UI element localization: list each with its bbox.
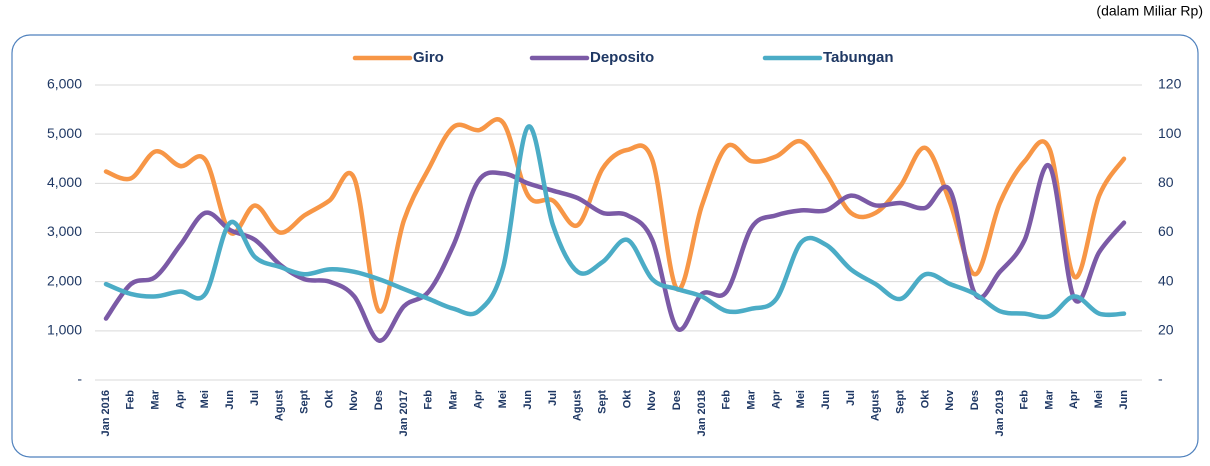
x-tick-label: Apr [472, 389, 484, 409]
x-tick-label: Feb [125, 390, 137, 410]
x-tick-label: Agust [870, 390, 882, 422]
y2-tick-label: - [1158, 371, 1163, 387]
y-tick-label: 5,000 [47, 125, 82, 141]
x-tick-label: Jun [820, 390, 832, 410]
y-tick-label: 4,000 [47, 174, 82, 190]
x-tick-label: Des [373, 390, 385, 410]
x-tick-label: Apr [1068, 389, 1080, 409]
x-tick-label: Jun [224, 390, 236, 410]
y2-tick-label: 60 [1158, 223, 1174, 239]
x-tick-label: Mar [150, 389, 162, 409]
x-tick-label: Jun [1118, 390, 1130, 410]
x-tick-label: Jul [249, 390, 261, 406]
y2-tick-label: 100 [1158, 125, 1182, 141]
x-tick-label: Jul [547, 390, 559, 406]
x-tick-label: Feb [423, 390, 435, 410]
x-tick-label: Agust [274, 390, 286, 422]
x-tick-label: Mar [448, 389, 460, 409]
y-tick-label: 3,000 [47, 223, 82, 239]
x-tick-label: Jan 2017 [398, 390, 410, 436]
x-tick-label: Jan 2016 [100, 390, 112, 436]
series-line [103, 124, 1127, 320]
x-tick-label: Mei [497, 390, 509, 408]
x-tick-label: Mei [1093, 390, 1105, 408]
x-tick-label: Feb [721, 390, 733, 410]
x-tick-label: Okt [323, 390, 335, 409]
y2-tick-label: 120 [1158, 76, 1182, 92]
x-tick-label: Sept [299, 390, 311, 414]
chart-frame [11, 34, 1199, 458]
x-tick-label: Agust [572, 390, 584, 422]
series-line [103, 163, 1127, 343]
y2-tick-label: 80 [1158, 174, 1174, 190]
x-tick-label: Sept [894, 390, 906, 414]
legend-label: Tabungan [823, 49, 894, 66]
x-tick-label: Mei [795, 390, 807, 408]
x-tick-label: Mar [745, 389, 757, 409]
x-tick-label: Jan 2019 [994, 390, 1006, 436]
y-tick-label: 2,000 [47, 272, 82, 288]
x-tick-label: Nov [646, 389, 658, 411]
legend-label: Deposito [590, 49, 654, 66]
x-tick-label: Jan 2018 [696, 390, 708, 436]
x-tick-label: Nov [944, 389, 956, 411]
x-tick-label: Sept [596, 390, 608, 414]
y-tick-label: 1,000 [47, 322, 82, 338]
y-tick-label: - [77, 371, 82, 387]
x-tick-label: Okt [621, 390, 633, 409]
x-tick-label: Apr [174, 389, 186, 409]
x-tick-label: Apr [770, 389, 782, 409]
x-tick-label: Des [969, 390, 981, 410]
y-tick-label: 6,000 [47, 76, 82, 92]
x-tick-label: Jul [845, 390, 857, 406]
x-tick-label: Mei [199, 390, 211, 408]
legend-label: Giro [413, 49, 444, 66]
x-tick-label: Okt [919, 390, 931, 409]
y2-tick-label: 20 [1158, 322, 1174, 338]
x-tick-label: Jun [522, 390, 534, 410]
y2-tick-label: 40 [1158, 272, 1174, 288]
x-tick-label: Nov [348, 389, 360, 411]
x-tick-label: Feb [1019, 390, 1031, 410]
x-tick-label: Mar [1043, 389, 1055, 409]
x-tick-label: Des [671, 390, 683, 410]
subtitle: (dalam Miliar Rp) [1096, 3, 1203, 19]
